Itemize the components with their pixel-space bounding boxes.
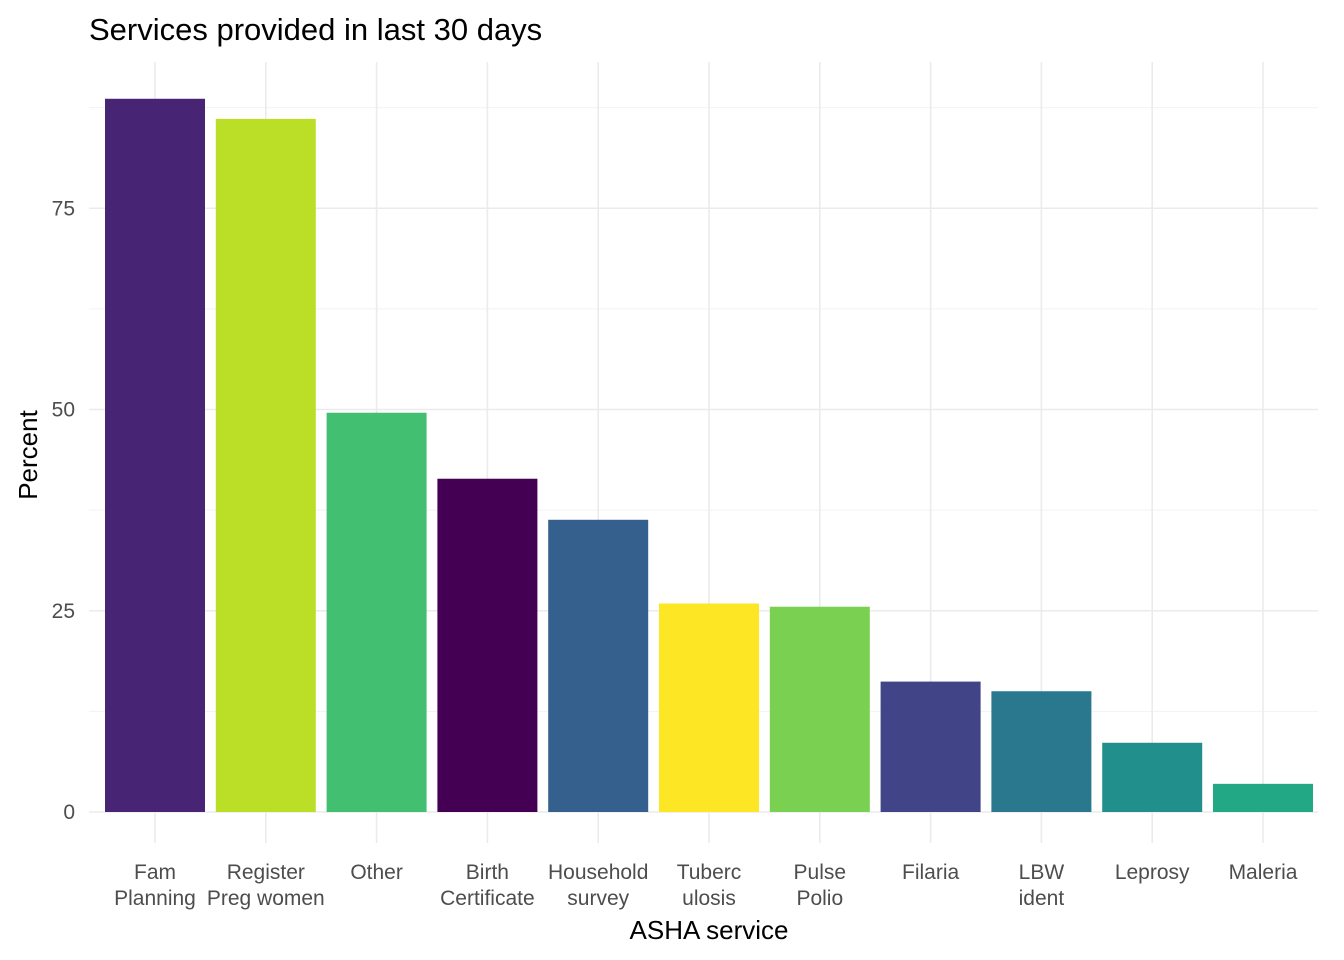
bar-tuberc-ulosis: [659, 603, 759, 812]
bar-maleria: [1213, 783, 1313, 812]
x-tick-label: Birth Certificate: [440, 861, 535, 910]
y-axis-title: Percent: [13, 409, 43, 499]
x-tick-label: Register Preg women: [207, 861, 325, 910]
x-tick-label-line: Certificate: [440, 887, 535, 910]
bar-register-preg-women: [215, 118, 316, 812]
bar-fam-planning: [105, 98, 205, 812]
bar-leprosy: [1102, 742, 1203, 812]
x-tick-label: Pulse Polio: [794, 861, 847, 910]
x-tick-label-line: Fam: [134, 861, 176, 884]
x-tick-label-line: Filaria: [902, 861, 959, 884]
x-tick-label-line: Household: [548, 861, 648, 884]
x-tick-label-line: Planning: [114, 887, 196, 910]
x-tick-label-line: Maleria: [1229, 861, 1298, 884]
bar-birth-certificate: [437, 478, 538, 812]
bar-other: [326, 412, 427, 812]
x-tick-label-line: survey: [567, 887, 629, 910]
x-tick-label-line: Register: [227, 861, 305, 884]
x-tick-label: Tuberc ulosis: [677, 861, 742, 910]
x-tick-label-line: Polio: [796, 887, 843, 910]
x-tick-label-line: Tuberc: [677, 861, 742, 884]
x-tick-label-line: Preg women: [207, 887, 325, 910]
x-tick-label-line: Pulse: [794, 861, 847, 884]
x-tick-label-line: ulosis: [682, 887, 736, 910]
x-tick-label-line: Leprosy: [1115, 861, 1190, 884]
x-tick-label: LBW ident: [1019, 861, 1065, 910]
y-tick-label: 50: [52, 399, 75, 422]
x-tick-label: Other: [350, 861, 403, 884]
bar-household-survey: [548, 519, 649, 812]
bar-pulse-polio: [769, 606, 870, 812]
y-tick-label: 75: [52, 197, 75, 220]
x-axis-ticks: Fam Planning Register Preg women Other Birth C…: [114, 861, 1298, 910]
x-tick-label-line: LBW: [1019, 861, 1065, 884]
x-tick-label: Maleria: [1229, 861, 1298, 884]
x-tick-label-line: Other: [350, 861, 403, 884]
x-tick-label: Household survey: [548, 861, 648, 910]
x-tick-label-line: ident: [1019, 887, 1065, 910]
bars: [105, 98, 1313, 812]
y-tick-label: 0: [63, 801, 75, 824]
x-axis-title: ASHA service: [630, 915, 789, 945]
bar-filaria: [880, 681, 981, 812]
x-tick-label-line: Birth: [466, 861, 509, 884]
x-tick-label: Filaria: [902, 861, 959, 884]
x-tick-label: Leprosy: [1115, 861, 1190, 884]
bar-lbw-ident: [991, 691, 1092, 812]
y-axis-ticks: 0 25 50 75: [52, 197, 75, 824]
y-tick-label: 25: [52, 600, 75, 623]
chart-title: Services provided in last 30 days: [89, 12, 542, 47]
x-tick-label: Fam Planning: [114, 861, 196, 910]
